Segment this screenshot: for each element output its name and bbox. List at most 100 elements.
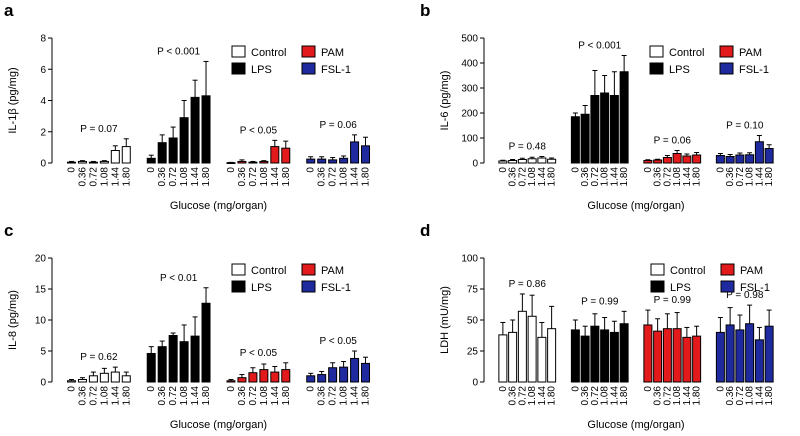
bar [527,315,537,383]
x-tick-label: 0.72 [517,386,528,406]
y-tick-label: 50 [467,316,479,327]
bar [66,161,76,164]
x-tick-label: 1.08 [527,167,538,187]
x-tick-label: 0.72 [735,167,746,187]
bar [121,146,131,164]
bar [226,380,236,383]
legend-swatch [231,45,246,58]
bar [754,141,764,164]
p-value-label: P < 0.05 [240,125,278,136]
x-tick-label: 1.44 [609,386,620,406]
x-tick-label: 1.80 [361,167,372,187]
bar [157,346,167,383]
p-value-label: P = 0.62 [80,352,118,363]
bar [643,160,653,164]
x-tick-label: 1.80 [692,386,703,406]
x-tick-label: 1.08 [259,167,270,187]
x-tick-label: 0.72 [662,386,673,406]
bar [77,160,87,164]
bar [547,158,557,164]
x-tick-label: 0 [146,386,157,392]
x-tick-label: 1.44 [537,167,548,187]
x-tick-label: 1.80 [361,386,372,406]
bar [110,371,120,383]
p-value-label: P = 0.98 [726,290,764,301]
bar [99,372,109,383]
x-tick-label: 1.80 [281,167,292,187]
bar [725,324,735,383]
x-tick-label: 1.08 [339,386,350,406]
bar [168,335,178,383]
bar [537,157,547,164]
x-tick-label: 0.36 [580,386,591,406]
legend-label: Control [251,265,286,277]
y-tick-label: 200 [461,109,478,120]
bar [619,71,629,164]
x-tick-label: 0 [715,386,726,392]
x-tick-label: 0.36 [157,167,168,187]
bar [190,335,200,383]
p-value-label: P = 0.06 [654,136,692,147]
bar [508,160,518,164]
y-tick-label: 75 [467,285,479,296]
x-tick-label: 0 [570,167,581,173]
x-tick-label: 0.72 [88,386,99,406]
x-tick-label: 0.72 [168,167,179,187]
x-tick-label: 0.72 [662,167,673,187]
x-tick-label: 1.44 [350,386,361,406]
x-tick-label: 0.36 [237,386,248,406]
x-tick-label: 1.08 [672,167,683,187]
bar [281,369,291,383]
legend: Control PAM LPS FSL-1 [231,45,351,76]
y-axis-title: IL-1β (pg/mg) [7,67,19,133]
bar [754,339,764,383]
bar [735,329,745,383]
x-tick-label: 0.36 [580,167,591,187]
x-tick-label: 0.72 [517,167,528,187]
bar [259,160,269,164]
x-tick-label: 1.08 [672,386,683,406]
x-tick-label: 1.44 [537,386,548,406]
panel-letter: c [4,221,13,240]
x-tick-label: 1.80 [201,167,212,187]
panel-letter: a [4,1,14,20]
bar [201,95,211,164]
x-tick-label: 1.80 [764,167,775,187]
bar [745,323,755,383]
bar [99,160,109,164]
x-tick-label: 0.36 [508,386,519,406]
x-tick-label: 0 [498,386,509,392]
bar [498,160,508,164]
x-tick-label: 1.44 [609,167,620,187]
bar [110,150,120,164]
bar [248,372,258,383]
bar [580,335,590,383]
panel-letter: d [420,221,430,240]
x-tick-label: 1.08 [179,386,190,406]
x-tick-label: 1.44 [110,167,121,187]
legend: Control PAM LPS FSL-1 [231,263,351,294]
bar [179,341,189,383]
bar [146,157,156,164]
x-tick-label: 1.44 [270,386,281,406]
bar [547,328,557,383]
y-tick-label: 100 [461,134,478,145]
legend-swatch [650,263,665,276]
x-tick-label: 1.80 [619,386,630,406]
bar [281,147,291,164]
x-tick-label: 1.80 [547,167,558,187]
bar [328,367,338,383]
x-tick-label: 0 [66,167,77,173]
bar [517,310,527,383]
bar [237,160,247,164]
legend-swatch [301,263,316,276]
legend-label: FSL-1 [739,64,769,76]
legend-label: FSL-1 [740,282,770,294]
x-tick-label: 1.44 [270,167,281,187]
x-tick-label: 1.80 [121,167,132,187]
legend-swatch [301,45,316,58]
x-tick-label: 0.36 [725,386,736,406]
bar [527,158,537,164]
legend-label: Control [669,47,704,59]
x-tick-label: 0.36 [77,386,88,406]
